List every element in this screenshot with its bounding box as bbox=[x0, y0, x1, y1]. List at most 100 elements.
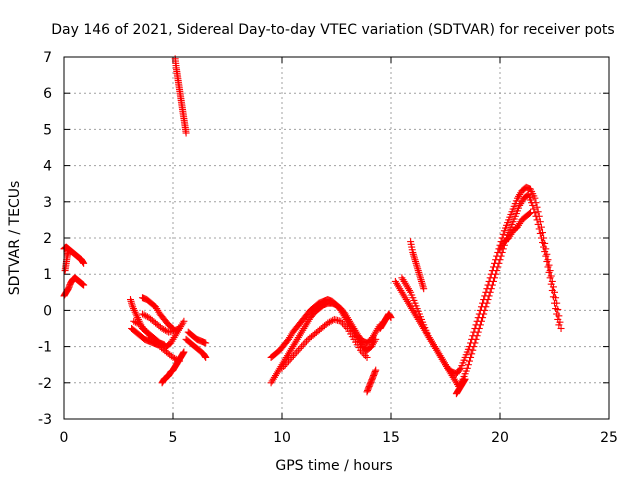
data-point bbox=[480, 310, 488, 318]
data-point bbox=[80, 281, 88, 289]
chart-title: Day 146 of 2021, Sidereal Day-to-day VTE… bbox=[51, 22, 614, 38]
data-point bbox=[468, 350, 476, 358]
data-point bbox=[488, 281, 496, 289]
data-point bbox=[470, 343, 478, 351]
x-tick-label: 5 bbox=[169, 430, 178, 446]
data-point bbox=[484, 296, 492, 304]
series-arc-2d bbox=[126, 296, 168, 349]
data-point bbox=[544, 263, 552, 271]
data-point bbox=[474, 328, 482, 336]
y-tick-label: 6 bbox=[43, 86, 52, 102]
data-point bbox=[372, 366, 380, 374]
data-point bbox=[551, 299, 558, 307]
data-point bbox=[482, 303, 490, 311]
x-tick-label: 20 bbox=[491, 430, 509, 446]
data-point bbox=[555, 321, 563, 329]
data-point bbox=[169, 325, 177, 332]
data-point bbox=[497, 252, 505, 260]
data-point bbox=[467, 353, 475, 361]
y-tick-label: 1 bbox=[43, 267, 52, 283]
data-point bbox=[545, 268, 553, 276]
data-point bbox=[494, 263, 502, 271]
data-point bbox=[483, 299, 491, 307]
series-arc-1b bbox=[60, 274, 88, 300]
series-arc-2h bbox=[184, 328, 210, 347]
y-tick-label: -3 bbox=[38, 412, 52, 428]
data-point bbox=[182, 129, 190, 137]
data-point bbox=[481, 306, 489, 314]
data-point bbox=[463, 364, 471, 372]
data-point bbox=[80, 259, 88, 267]
data-point bbox=[464, 361, 472, 369]
y-tick-labels: -3 -2 -1 0 1 2 3 4 5 6 7 bbox=[38, 50, 52, 428]
data-point bbox=[552, 305, 560, 313]
series-arc-4e bbox=[376, 310, 395, 332]
data-point bbox=[487, 285, 495, 293]
x-tick-labels: 0 5 10 15 20 25 bbox=[60, 430, 618, 446]
series-arc-5b bbox=[398, 191, 563, 390]
series-arc-5e bbox=[496, 209, 535, 253]
y-tick-label: 4 bbox=[43, 159, 52, 175]
x-tick-label: 25 bbox=[600, 430, 618, 446]
data-point bbox=[533, 216, 541, 224]
data-point bbox=[543, 258, 551, 266]
data-point bbox=[534, 220, 542, 228]
series-arc-2f bbox=[158, 348, 188, 387]
series-arc-4c bbox=[278, 315, 371, 372]
y-axis-label: SDTVAR / TECUs bbox=[7, 181, 23, 296]
data-point bbox=[530, 205, 538, 213]
data-point bbox=[469, 346, 477, 354]
data-point bbox=[387, 314, 395, 322]
data-point bbox=[461, 375, 469, 383]
data-point bbox=[471, 339, 479, 347]
data-point bbox=[180, 317, 188, 325]
data-point bbox=[535, 225, 543, 233]
series-arc-2g bbox=[182, 335, 210, 361]
data-point bbox=[475, 325, 483, 332]
data-point bbox=[465, 357, 473, 365]
data-point bbox=[548, 286, 556, 294]
data-point bbox=[489, 277, 497, 285]
x-tick-label: 15 bbox=[382, 430, 400, 446]
data-point bbox=[499, 230, 507, 238]
series-arc-4d bbox=[363, 366, 380, 396]
x-tick-label: 0 bbox=[60, 430, 69, 446]
data-point bbox=[525, 210, 533, 218]
series-arc-2e bbox=[138, 294, 177, 332]
data-point bbox=[176, 325, 184, 332]
y-tick-label: 7 bbox=[43, 50, 52, 66]
data-point bbox=[479, 314, 487, 322]
data-point bbox=[420, 285, 428, 293]
y-tick-label: -2 bbox=[38, 376, 52, 392]
data-point bbox=[485, 292, 493, 300]
series-arc-3 bbox=[171, 55, 190, 137]
data-point bbox=[495, 259, 503, 267]
x-axis-label: GPS time / hours bbox=[275, 458, 392, 474]
data-point bbox=[472, 335, 480, 343]
data-point bbox=[531, 194, 539, 202]
y-tick-label: -1 bbox=[38, 340, 52, 356]
data-point bbox=[473, 332, 481, 340]
data-point bbox=[476, 321, 484, 329]
data-point bbox=[477, 317, 485, 325]
data-point bbox=[160, 341, 168, 349]
y-tick-label: 0 bbox=[43, 303, 52, 319]
data-point bbox=[202, 353, 210, 361]
series-arc-5d bbox=[452, 375, 469, 398]
data-point bbox=[492, 270, 500, 278]
plot-frame bbox=[63, 56, 610, 420]
y-tick-label: 2 bbox=[43, 231, 52, 247]
data-point bbox=[456, 366, 464, 374]
data-point bbox=[549, 293, 557, 301]
data-point bbox=[546, 274, 554, 282]
data-point bbox=[529, 201, 537, 209]
data-point bbox=[168, 324, 176, 332]
data-point bbox=[539, 239, 547, 247]
data-point bbox=[532, 212, 540, 220]
data-point bbox=[363, 353, 371, 361]
data-point bbox=[542, 252, 550, 260]
data-point bbox=[496, 256, 504, 264]
data-point bbox=[202, 339, 210, 347]
